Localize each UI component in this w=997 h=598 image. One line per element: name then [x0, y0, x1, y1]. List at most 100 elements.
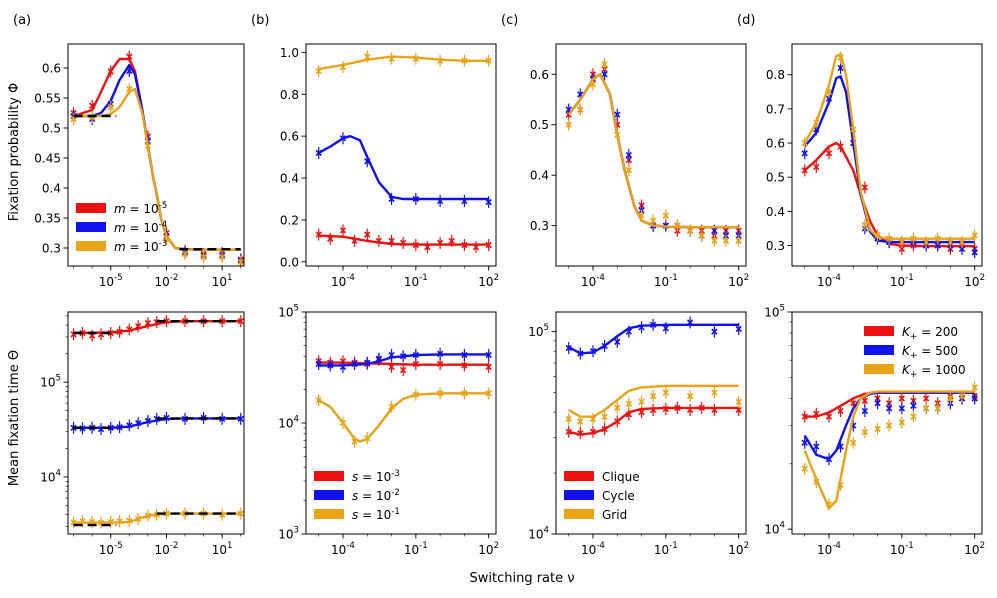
point-cross-b — [686, 392, 694, 400]
point-cross-b — [711, 328, 718, 335]
point-cross-b — [922, 395, 930, 402]
x-tick-label: 102 — [478, 541, 499, 557]
axes-frame — [555, 311, 747, 535]
data-point — [126, 419, 133, 432]
data-point — [698, 229, 705, 242]
data-point — [910, 410, 917, 423]
series-line — [318, 55, 489, 71]
data-point — [662, 322, 670, 335]
point-cross-b — [885, 235, 893, 242]
chart-panel-top-3: (d) 10-4 10-1 102 0.3 0.4 0.5 0.6 0.7 0.8 — [737, 13, 985, 289]
point-cross-b — [565, 344, 572, 352]
data-point — [163, 411, 170, 424]
legend-swatch — [564, 509, 594, 519]
point-cross-b — [565, 106, 572, 113]
data-point — [375, 234, 383, 247]
series-2 — [565, 58, 742, 247]
series-1 — [565, 316, 742, 360]
legend-label: s = 10-3 — [352, 469, 400, 484]
data-point — [364, 432, 371, 445]
data-point — [874, 397, 881, 410]
point-cross-b — [861, 397, 869, 404]
legend: Clique Cycle Grid — [564, 470, 640, 522]
point-cross-b — [436, 350, 444, 357]
point-cross-b — [144, 417, 152, 425]
data-point — [686, 390, 694, 403]
point-cross-b — [577, 350, 584, 357]
data-point — [461, 239, 468, 252]
series-line — [568, 384, 739, 418]
y-tick-label: 105 — [764, 304, 785, 320]
point-cross-b — [565, 121, 572, 128]
legend-label: m = 10-4 — [114, 220, 167, 235]
point-cross-b — [947, 395, 954, 402]
y-tick-label: 0.6 — [766, 137, 785, 151]
data-point — [388, 52, 395, 65]
data-point — [399, 364, 407, 377]
data-point — [388, 234, 395, 247]
axes-frame — [791, 43, 983, 267]
point-cross-b — [388, 351, 395, 359]
y-tick-label: 0.5 — [530, 118, 549, 132]
data-point — [850, 123, 857, 136]
point-cross-b — [813, 410, 820, 417]
point-cross-b — [315, 231, 322, 238]
x-tick-label: 102 — [478, 273, 499, 289]
legend: K+ = 200 K+ = 500 K+ = 1000 — [864, 325, 966, 380]
point-cross-b — [327, 362, 334, 369]
point-cross-b — [801, 167, 808, 174]
data-point — [200, 251, 207, 263]
data-point — [589, 78, 597, 91]
legend-label: m = 10-3 — [114, 239, 167, 254]
y-tick-label: 0.3 — [530, 219, 549, 233]
data-point — [711, 386, 718, 399]
y-tick-label: 0.3 — [42, 242, 61, 256]
point-cross-b — [315, 68, 322, 75]
point-cross-b — [339, 227, 347, 234]
x-tick-label: 10-4 — [331, 273, 355, 289]
data-point — [461, 348, 468, 361]
legend-swatch — [314, 471, 344, 481]
data-point — [126, 65, 133, 77]
data-point — [436, 195, 444, 208]
y-tick-label: 1.0 — [280, 46, 299, 60]
data-point — [947, 236, 954, 249]
point-cross-b — [874, 232, 881, 239]
legend-swatch — [864, 364, 894, 374]
point-cross-b — [237, 258, 244, 265]
data-point — [436, 387, 444, 400]
data-point — [315, 358, 322, 371]
legend-label: K+ = 200 — [902, 325, 958, 342]
data-point — [364, 50, 371, 63]
data-point — [412, 239, 420, 252]
data-point — [837, 140, 844, 153]
point-cross-b — [674, 222, 681, 229]
data-point — [711, 403, 718, 416]
point-cross-b — [351, 237, 358, 245]
data-point — [351, 435, 358, 448]
data-point — [107, 327, 114, 340]
point-cross-b — [461, 362, 468, 369]
data-point — [364, 155, 371, 168]
data-point — [237, 315, 244, 328]
data-point — [861, 219, 869, 232]
point-cross-b — [412, 241, 420, 249]
data-point — [662, 386, 670, 399]
axes-frame — [67, 311, 245, 535]
y-tick-label: 0.6 — [42, 62, 61, 76]
data-point — [614, 335, 621, 348]
axes-frame — [791, 311, 983, 535]
data-point — [237, 412, 244, 425]
data-point — [107, 515, 114, 528]
data-point — [485, 54, 492, 67]
point-cross-b — [412, 391, 420, 398]
figure-xlabel: Switching rate ν — [469, 571, 574, 586]
point-cross-b — [565, 415, 572, 423]
data-point — [436, 236, 444, 249]
point-cross-b — [825, 150, 833, 157]
point-cross-b — [218, 253, 226, 261]
point-cross-b — [88, 102, 96, 109]
point-cross-b — [662, 325, 670, 332]
data-point — [825, 410, 833, 423]
point-cross-b — [601, 61, 608, 68]
